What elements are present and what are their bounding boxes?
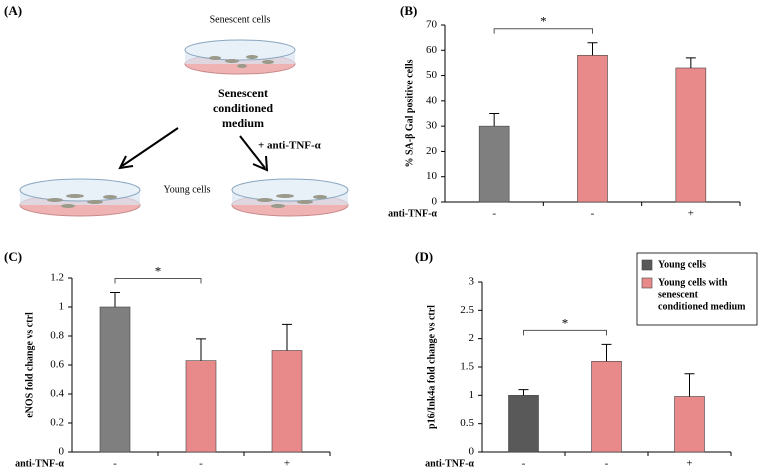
y-tick-label: 1 [469,389,475,401]
x-tick-label: - [113,458,117,470]
legend-label: conditioned medium [658,301,746,312]
dish-label: Young cells [163,184,210,195]
bar [675,67,707,203]
bar [591,361,622,453]
panel-label: (D) [415,249,433,264]
error-bar [518,389,529,396]
row-label: anti-TNF-α [388,208,437,219]
x-tick-label: + [284,458,290,470]
legend-swatch [641,277,653,289]
row-label: anti-TNF-α [425,458,474,469]
x-tick-label: - [591,208,595,220]
y-tick-label: 50 [426,69,438,81]
panel-label: (A) [4,3,22,18]
medium-label: Senescent [218,86,268,100]
error-bar [685,57,696,68]
legend-label: Young cells [658,259,706,270]
bar [185,360,217,453]
dish-left [19,178,141,217]
significance-label: * [562,315,569,330]
y-tick-label: 1.5 [460,361,474,373]
y-tick-label: 10 [426,170,438,182]
x-tick-label: - [199,458,203,470]
treatment-label: + anti-TNF-α [258,140,322,152]
y-tick-label: 60 [426,44,438,56]
y-tick-label: 40 [426,94,438,106]
y-tick-label: 30 [426,120,438,132]
x-tick-label: - [522,458,526,470]
y-tick-label: 1.2 [50,272,64,284]
bar [508,395,539,453]
error-bar [601,343,612,362]
bar [478,125,510,203]
panel-label: (C) [4,249,22,264]
y-tick-label: 2 [469,332,475,344]
significance-label: * [155,263,162,278]
y-axis-label: % SA-β Gal positive cells [404,59,415,167]
x-tick-label: + [686,458,692,470]
y-tick-label: 0.4 [50,388,64,400]
y-tick-label: 0 [59,446,65,458]
y-axis-label: p16/Ink4a fold change vs ctrl [426,305,437,429]
y-tick-label: 20 [426,145,438,157]
error-bar [110,292,120,307]
legend-swatch [641,259,653,271]
x-tick-label: - [605,458,609,470]
arrows [118,127,269,172]
y-tick-label: 0 [469,446,475,458]
error-bar [587,42,598,56]
significance-label: * [540,14,547,29]
medium-label: medium [222,116,264,130]
x-tick-label: - [492,208,496,220]
dish-right [231,178,349,217]
legend-label: Young cells with [658,277,728,288]
dish-label: Senescent cells [210,14,271,25]
bar [271,350,303,453]
error-bar [282,323,292,351]
legend-box [636,252,758,326]
error-bar [489,113,500,127]
bar [99,306,131,453]
y-tick-label: 2.5 [460,304,474,316]
dish-top [184,39,296,75]
error-bar [196,338,206,361]
significance-bracket [114,278,202,284]
medium-label: conditioned [213,101,273,115]
y-tick-label: 0.5 [460,417,474,429]
y-tick-label: 1 [59,301,65,313]
y-tick-label: 70 [426,19,438,31]
y-tick-label: 0.2 [50,417,64,429]
significance-bracket [493,28,593,34]
significance-bracket [523,329,607,336]
y-tick-label: 3 [469,276,475,288]
y-tick-label: 0.6 [50,359,64,371]
panel-label: (B) [400,3,417,18]
bar [674,396,705,453]
x-tick-label: + [688,208,694,220]
y-tick-label: 0.8 [50,330,64,342]
y-axis-label: eNOS fold change vs ctrl [24,312,35,418]
y-tick-label: 0 [432,196,438,208]
error-bar [684,373,695,397]
row-label: anti-TNF-α [15,458,64,469]
bar [577,55,608,203]
legend-label: senescent [658,289,699,300]
